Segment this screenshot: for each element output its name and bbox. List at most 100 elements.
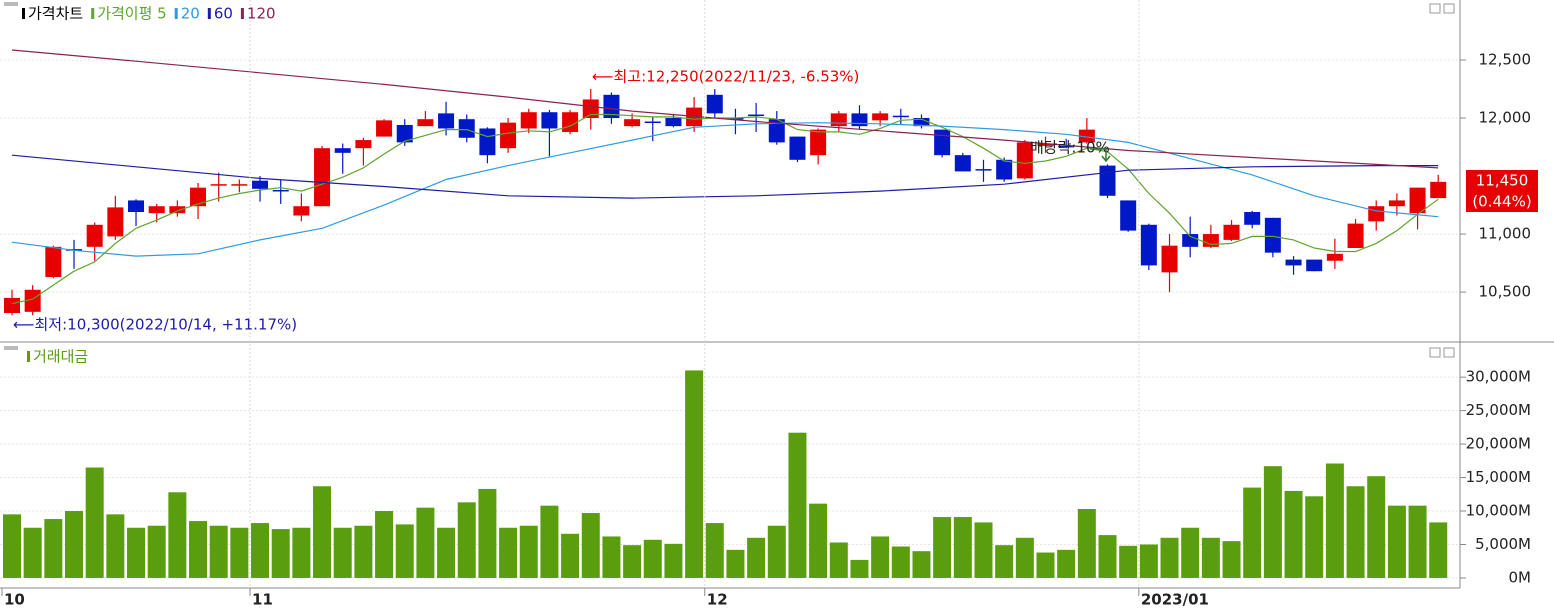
legend-swatch (91, 8, 95, 19)
candle-body (169, 206, 186, 214)
candle-body (1078, 129, 1095, 143)
candle-body (892, 115, 909, 118)
y-tick-label: 0M (1509, 568, 1532, 586)
volume-bar (23, 527, 42, 578)
candle-body (748, 114, 765, 117)
candle-body (438, 113, 455, 129)
volume-bar (1325, 463, 1344, 578)
candle-body (1120, 200, 1137, 231)
volume-bar (829, 542, 848, 578)
candle-body (293, 206, 310, 216)
candle-body (24, 289, 41, 312)
candle-body (376, 120, 393, 137)
volume-bar (561, 533, 580, 578)
candle-body (148, 206, 165, 214)
window-button[interactable] (1429, 3, 1441, 14)
volume-bar (540, 505, 559, 578)
volume-bar (127, 527, 146, 578)
volume-bar (747, 537, 766, 578)
candle-body (355, 140, 372, 149)
window-button[interactable] (1443, 347, 1455, 358)
candle-body (1182, 234, 1199, 247)
volume-bar (416, 507, 435, 578)
candle-body (582, 99, 599, 119)
candle-body (851, 113, 868, 127)
candle-body (1058, 145, 1075, 148)
candle-body (624, 119, 641, 127)
legend-swatch (22, 8, 25, 19)
legend-title: 거래대금 (33, 348, 88, 366)
candle-body (789, 136, 806, 160)
legend-entry: 20 (181, 5, 200, 23)
candle-body (458, 119, 475, 138)
volume-bar (209, 525, 228, 578)
candle-body (1409, 187, 1426, 214)
candle-body (872, 113, 889, 121)
volume-bar (705, 523, 724, 578)
volume-bar (230, 527, 249, 578)
candle-body (1099, 165, 1116, 196)
candle-body (1202, 234, 1219, 247)
moving-average-line (11, 49, 1439, 169)
dividend-annotation: 배당락:10% (1030, 139, 1110, 157)
candle-body (562, 112, 579, 132)
volume-bar (685, 370, 704, 578)
candle-body (975, 169, 992, 171)
candle-body (190, 187, 207, 207)
candle-body (107, 207, 124, 237)
candle-body (334, 148, 351, 153)
volume-bar (1429, 522, 1448, 578)
candle-body (45, 246, 62, 278)
x-tick-label: 12 (707, 591, 728, 609)
x-tick-label: 10 (4, 591, 25, 609)
volume-bar (478, 488, 497, 578)
window-button[interactable] (1443, 3, 1455, 14)
candle-body (4, 297, 20, 313)
legend-entry: 가격이평 5 (97, 5, 167, 23)
volume-bar (292, 527, 311, 578)
candle-body (1347, 223, 1364, 248)
window-button[interactable] (1429, 347, 1441, 358)
x-tick-label: 2023/01 (1141, 591, 1209, 609)
candle-body (1368, 206, 1385, 222)
volume-bar (623, 545, 642, 578)
candle-body (1306, 259, 1323, 272)
volume-bar (437, 527, 456, 578)
legend-swatch (240, 8, 244, 19)
candle-body (479, 128, 496, 156)
volume-bar (1346, 486, 1365, 578)
volume-bar (974, 522, 993, 578)
volume-bar (1222, 541, 1241, 578)
volume-bar (891, 546, 910, 578)
current-price-box (1466, 170, 1538, 212)
candle-body (128, 200, 145, 213)
volume-bar (395, 524, 414, 578)
candle-body (1161, 245, 1178, 273)
candle-body (1430, 181, 1447, 199)
volume-bar (519, 525, 538, 578)
legend-entry: 120 (247, 5, 276, 23)
candle-body (1223, 224, 1240, 240)
candle-body (210, 184, 227, 186)
legend-swatch (27, 351, 30, 362)
volume-bar (1408, 505, 1427, 578)
dividend-arrow (1090, 148, 1111, 163)
volume-bar (726, 549, 745, 578)
candle-body (706, 94, 723, 114)
candle-body (913, 118, 930, 127)
y-tick-label: 11,000 (1479, 225, 1532, 243)
candle-body (1326, 253, 1343, 261)
volume-bar (643, 539, 662, 578)
candle-body (417, 119, 434, 127)
candle-body (520, 112, 537, 129)
volume-bar (995, 545, 1014, 578)
legend-swatch (207, 8, 211, 19)
volume-bar (1098, 535, 1117, 578)
candle-body (1037, 143, 1054, 146)
pane-handle (4, 346, 18, 350)
legend-entry: 60 (214, 5, 233, 23)
current-change: (0.44%) (1472, 193, 1531, 211)
candle-body (830, 113, 847, 127)
volume-bar (871, 536, 890, 578)
